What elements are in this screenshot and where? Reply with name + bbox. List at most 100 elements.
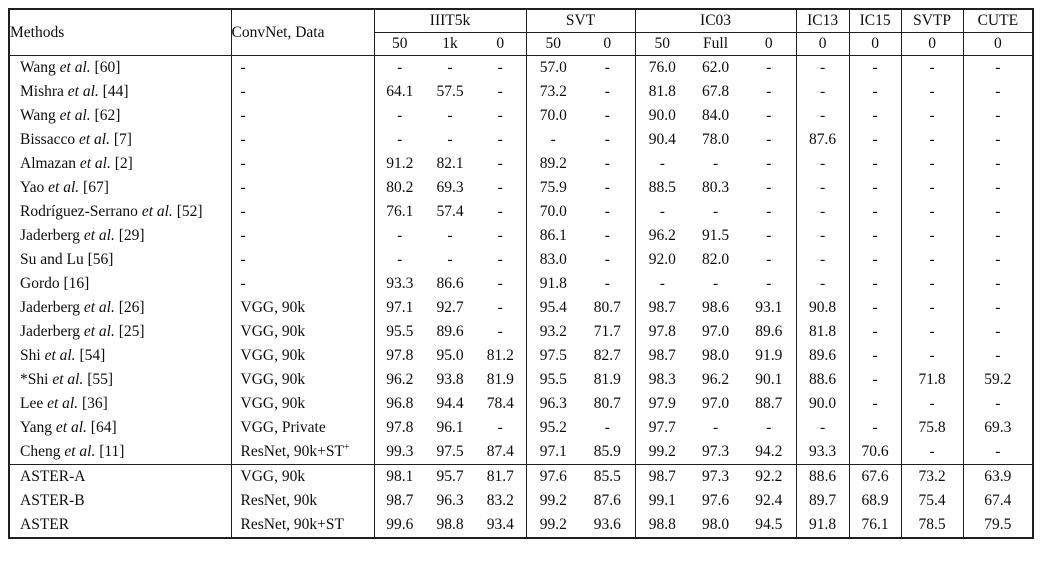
accuracy-value: - [962, 152, 1034, 176]
accuracy-value: - [634, 200, 690, 224]
accuracy-value: - [497, 179, 503, 196]
accuracy-value: 97.5 [436, 443, 464, 460]
subcol-iiit5k-0: 0 [475, 32, 527, 56]
method-name: Yang et al. [64] [20, 419, 117, 436]
accuracy-value: - [712, 203, 719, 220]
accuracy-value: - [447, 107, 453, 124]
accuracy-value: 91.5 [701, 227, 730, 244]
accuracy-value: - [848, 272, 902, 296]
method-name: Mishra et al. [44] [20, 83, 129, 100]
accuracy-value: - [900, 152, 964, 176]
accuracy-value: 73.2 [900, 464, 964, 489]
subcol-cute-0: 0 [962, 32, 1034, 56]
accuracy-value: - [604, 419, 610, 436]
table-row: Su and Lu [56] - - - -83.0-92.0 82.0- - - - - [9, 248, 1034, 272]
accuracy-value: - [900, 80, 964, 104]
method-name: ASTER-A [9, 464, 231, 489]
accuracy-value: - [604, 227, 610, 244]
accuracy-value: 81.9 [486, 371, 514, 388]
table-row: Shi et al. [54] VGG, 90k 97.8 95.0 81.2 97.5 8… [9, 344, 1034, 368]
accuracy-value: - [848, 296, 902, 320]
results-table: Methods ConvNet, Data IIIT5k SVT IC03 IC13 I… [8, 8, 1035, 539]
table-row: Wang et al. [60] - - - -57.0-76.0 62.0- - - - - [9, 55, 1034, 80]
accuracy-value: 98.7 [373, 489, 425, 513]
convnet-data: ResNet, 90k+ST+ [230, 440, 374, 465]
accuracy-value: 94.4 [436, 395, 464, 412]
convnet-data: VGG, 90k [230, 320, 374, 344]
accuracy-value: - [497, 299, 503, 316]
convnet-data: ResNet, 90k+ST [230, 513, 374, 538]
accuracy-value: 70.0 [525, 200, 581, 224]
method-name: Su and Lu [56] [20, 251, 114, 268]
accuracy-value: - [848, 152, 902, 176]
accuracy-value: - [766, 107, 772, 124]
accuracy-value: 91.8 [795, 513, 850, 538]
accuracy-value: - [604, 251, 610, 268]
accuracy-value: 69.3 [436, 179, 464, 196]
accuracy-value: - [604, 203, 610, 220]
accuracy-value: 81.7 [475, 464, 527, 489]
accuracy-value: - [962, 440, 1034, 465]
accuracy-value: - [497, 203, 503, 220]
paper-page: Methods ConvNet, Data IIIT5k SVT IC03 IC13 I… [8, 8, 1035, 539]
col-group-iiit5k: IIIT5k [373, 9, 527, 33]
accuracy-value: - [848, 224, 902, 248]
accuracy-value: 99.3 [373, 440, 425, 465]
accuracy-value: - [497, 323, 503, 340]
accuracy-value: 83.0 [525, 248, 581, 272]
subcol-ic03-0: 0 [742, 32, 797, 56]
convnet-data: - [230, 224, 374, 248]
method-name: Jaderberg et al. [26] [20, 299, 145, 316]
accuracy-value: 73.2 [525, 80, 581, 104]
accuracy-value: 94.5 [755, 516, 783, 533]
accuracy-value: - [848, 200, 902, 224]
accuracy-value: - [900, 176, 964, 200]
accuracy-value: 92.7 [436, 299, 464, 316]
convnet-data: - [230, 248, 374, 272]
accuracy-value: - [900, 344, 964, 368]
accuracy-value: 98.0 [701, 347, 730, 364]
method-name: *Shi et al. [55] [20, 371, 114, 388]
accuracy-value: 69.3 [962, 416, 1034, 440]
accuracy-value: - [962, 344, 1034, 368]
accuracy-value: 95.4 [525, 296, 581, 320]
accuracy-value: - [766, 131, 772, 148]
accuracy-value: 97.3 [689, 464, 743, 489]
accuracy-value: 97.1 [373, 296, 425, 320]
accuracy-value: - [766, 179, 772, 196]
accuracy-value: 81.9 [593, 371, 621, 388]
accuracy-value: 97.0 [701, 323, 730, 340]
accuracy-value: - [634, 272, 690, 296]
table-body: Wang et al. [60] - - - -57.0-76.0 62.0- - - - - Mi… [9, 55, 1034, 538]
accuracy-value: 98.1 [373, 464, 425, 489]
accuracy-value: 95.5 [525, 368, 581, 392]
method-name: Wang et al. [60] [20, 59, 121, 76]
accuracy-value: 90.0 [795, 392, 850, 416]
col-group-ic03: IC03 [634, 9, 797, 33]
accuracy-value: - [497, 107, 503, 124]
accuracy-value: - [962, 128, 1034, 152]
accuracy-value: - [497, 275, 503, 292]
accuracy-value: 98.3 [634, 368, 690, 392]
accuracy-value: 96.3 [436, 492, 464, 509]
accuracy-value: - [795, 416, 850, 440]
accuracy-value: 87.6 [593, 492, 621, 509]
method-name: Yao et al. [67] [20, 179, 109, 196]
accuracy-value: 97.3 [701, 443, 730, 460]
accuracy-value: 93.3 [373, 272, 425, 296]
accuracy-value: - [900, 104, 964, 128]
accuracy-value: - [848, 80, 902, 104]
accuracy-value: 86.1 [525, 224, 581, 248]
subcol-ic15-0: 0 [848, 32, 902, 56]
accuracy-value: 76.1 [373, 200, 425, 224]
accuracy-value: 78.4 [486, 395, 514, 412]
accuracy-value: - [497, 131, 503, 148]
table-row: ASTER-A VGG, 90k 98.1 95.7 81.7 97.6 85.5 98.7 9… [9, 464, 1034, 489]
accuracy-value: 99.2 [525, 513, 581, 538]
accuracy-value: 81.2 [486, 347, 514, 364]
accuracy-value: 93.4 [486, 516, 514, 533]
accuracy-value: 98.6 [701, 299, 730, 316]
accuracy-value: 75.9 [525, 176, 581, 200]
accuracy-value: 81.8 [634, 80, 690, 104]
accuracy-value: - [497, 227, 503, 244]
